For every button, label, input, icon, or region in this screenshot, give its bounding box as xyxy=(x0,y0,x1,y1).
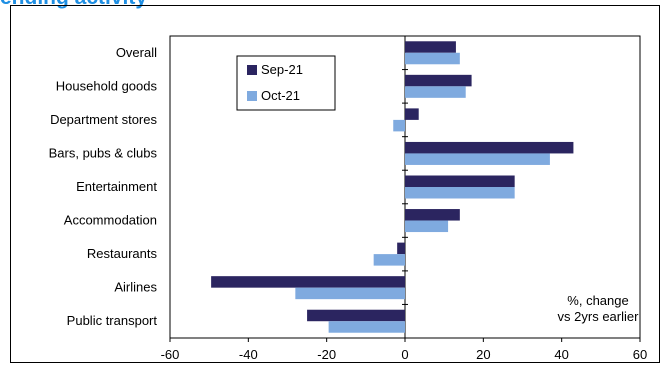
chart-title: ending activity xyxy=(0,0,147,8)
category-label: Overall xyxy=(116,45,157,60)
bar-sep-21 xyxy=(405,209,460,221)
category-label: Restaurants xyxy=(87,246,158,261)
bar-oct-21 xyxy=(405,52,460,65)
category-label: Public transport xyxy=(67,313,158,328)
bar-sep-21 xyxy=(405,108,419,120)
bar-oct-21 xyxy=(405,153,550,165)
x-tick-label: -20 xyxy=(317,347,336,362)
bar-sep-21 xyxy=(397,242,405,255)
bar-sep-21 xyxy=(405,74,472,87)
bar-sep-21 xyxy=(405,141,574,154)
bar-oct-21 xyxy=(373,254,405,266)
bar-oct-21 xyxy=(405,220,449,233)
bar-oct-21 xyxy=(405,86,466,98)
legend-label: Sep-21 xyxy=(261,62,303,77)
category-label: Accommodation xyxy=(64,213,157,228)
bar-sep-21 xyxy=(307,309,405,322)
legend-swatch xyxy=(247,91,257,101)
bar-sep-21 xyxy=(405,175,515,187)
category-label: Bars, pubs & clubs xyxy=(49,145,158,160)
units-note: %, change xyxy=(567,293,628,308)
bar-oct-21 xyxy=(295,287,405,300)
x-tick-label: -40 xyxy=(239,347,258,362)
chart-frame xyxy=(10,5,660,363)
x-tick-label: -60 xyxy=(161,347,180,362)
legend-swatch xyxy=(247,65,257,75)
x-tick-label: 60 xyxy=(633,347,647,362)
x-tick-label: 20 xyxy=(476,347,490,362)
x-tick-label: 0 xyxy=(401,347,408,362)
bar-sep-21 xyxy=(405,41,456,53)
bar-oct-21 xyxy=(393,119,405,132)
bar-oct-21 xyxy=(405,187,515,199)
category-label: Household goods xyxy=(56,78,158,93)
units-note: vs 2yrs earlier xyxy=(558,309,640,324)
x-tick-label: 40 xyxy=(554,347,568,362)
category-label: Entertainment xyxy=(76,179,157,194)
bar-oct-21 xyxy=(328,321,405,333)
bar-sep-21 xyxy=(211,276,405,288)
legend-label: Oct-21 xyxy=(261,88,300,103)
category-label: Airlines xyxy=(114,280,157,295)
category-label: Department stores xyxy=(50,112,157,127)
